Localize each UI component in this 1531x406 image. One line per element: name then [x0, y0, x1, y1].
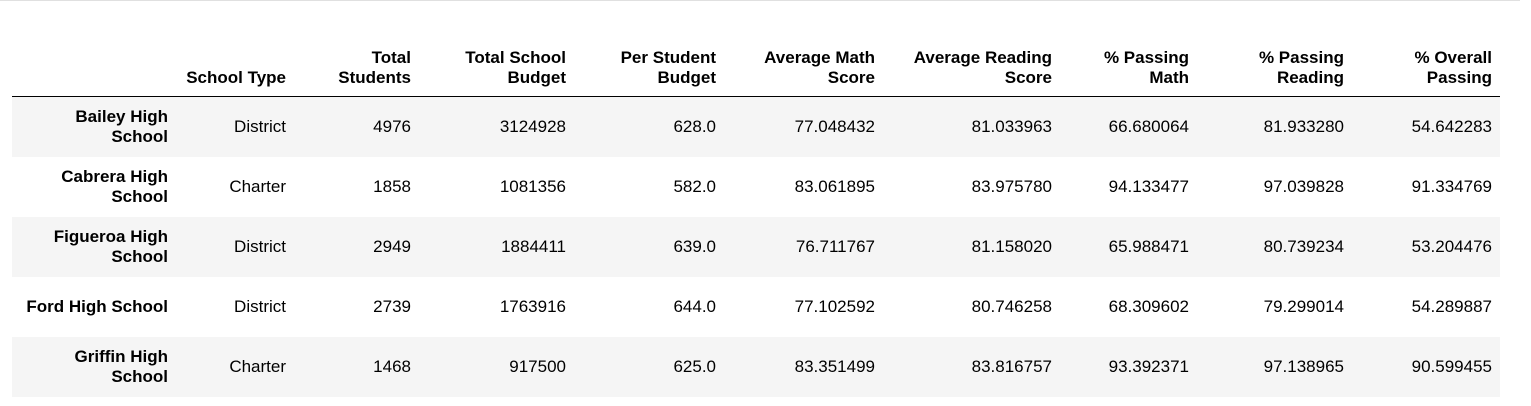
- header-average-reading-score: Average Reading Score: [883, 34, 1060, 97]
- cell-pct-passing-reading: 80.739234: [1263, 236, 1344, 256]
- cell-pct-passing-math: 93.392371: [1108, 356, 1189, 376]
- output-cell-top-rule: [0, 0, 1520, 1]
- cell-average-reading-score: 81.033963: [971, 116, 1052, 136]
- header-pct-passing-math: % Passing Math: [1060, 34, 1197, 97]
- table-header: School Type Total Students Total School …: [12, 34, 1500, 97]
- cell-total-school-budget: 1884411: [501, 236, 566, 256]
- cell-total-school-budget: 3124928: [499, 116, 566, 136]
- school-summary-table: School Type Total Students Total School …: [12, 34, 1500, 397]
- cell-total-school-budget: 1763916: [499, 296, 566, 316]
- cell-pct-overall-passing: 90.599455: [1411, 356, 1492, 376]
- cell-total-students: 2949: [373, 236, 411, 256]
- table-row: Cabrera High School Charter 1858 1081356…: [12, 156, 1500, 217]
- row-school-name: Ford High School: [26, 296, 168, 316]
- cell-average-reading-score: 80.746258: [971, 296, 1052, 316]
- table-row: Griffin High School Charter 1468 917500 …: [12, 336, 1500, 397]
- row-school-name: Bailey High School: [75, 106, 168, 146]
- cell-pct-passing-reading: 97.039828: [1263, 176, 1344, 196]
- header-total-students: Total Students: [294, 34, 419, 97]
- cell-average-math-score: 76.711767: [795, 236, 875, 256]
- table-body: Bailey High School District 4976 3124928…: [12, 96, 1500, 397]
- cell-per-student-budget: 625.0: [673, 356, 716, 376]
- cell-pct-passing-reading: 79.299014: [1263, 296, 1344, 316]
- cell-total-school-budget: 917500: [509, 356, 566, 376]
- cell-school-type: District: [234, 236, 286, 256]
- header-total-school-budget: Total School Budget: [419, 34, 574, 97]
- header-school-type: School Type: [176, 34, 294, 97]
- cell-pct-passing-math: 94.133477: [1108, 176, 1189, 196]
- row-school-name: Cabrera High School: [61, 166, 168, 206]
- header-average-math-score: Average Math Score: [724, 34, 883, 97]
- cell-average-math-score: 77.102592: [794, 296, 875, 316]
- cell-average-reading-score: 83.975780: [971, 176, 1052, 196]
- cell-total-students: 1858: [373, 176, 411, 196]
- cell-school-type: District: [234, 116, 286, 136]
- cell-average-reading-score: 81.158020: [971, 236, 1052, 256]
- cell-pct-passing-math: 68.309602: [1108, 296, 1189, 316]
- table-row: Bailey High School District 4976 3124928…: [12, 96, 1500, 157]
- cell-per-student-budget: 639.0: [673, 236, 716, 256]
- cell-pct-overall-passing: 54.289887: [1411, 296, 1492, 316]
- cell-per-student-budget: 644.0: [673, 296, 716, 316]
- cell-pct-passing-math: 65.988471: [1108, 236, 1189, 256]
- table-row: Ford High School District 2739 1763916 6…: [12, 276, 1500, 337]
- row-school-name: Figueroa High School: [53, 226, 168, 266]
- cell-total-school-budget: 1081356: [499, 176, 566, 196]
- cell-average-reading-score: 83.816757: [971, 356, 1052, 376]
- cell-school-type: Charter: [229, 176, 286, 196]
- cell-average-math-score: 83.351499: [794, 356, 875, 376]
- cell-per-student-budget: 582.0: [673, 176, 716, 196]
- header-index: [12, 34, 176, 97]
- cell-school-type: District: [234, 296, 286, 316]
- cell-total-students: 2739: [373, 296, 411, 316]
- cell-pct-passing-math: 66.680064: [1108, 116, 1189, 136]
- cell-pct-overall-passing: 54.642283: [1411, 116, 1492, 136]
- cell-pct-overall-passing: 53.204476: [1411, 236, 1492, 256]
- header-pct-passing-reading: % Passing Reading: [1197, 34, 1352, 97]
- cell-school-type: Charter: [229, 356, 286, 376]
- header-row: School Type Total Students Total School …: [12, 34, 1500, 97]
- row-school-name: Griffin High School: [74, 346, 168, 386]
- cell-total-students: 4976: [373, 116, 411, 136]
- header-per-student-budget: Per Student Budget: [574, 34, 724, 97]
- cell-pct-overall-passing: 91.334769: [1411, 176, 1492, 196]
- table-row: Figueroa High School District 2949 18844…: [12, 216, 1500, 277]
- cell-average-math-score: 83.061895: [794, 176, 875, 196]
- cell-per-student-budget: 628.0: [673, 116, 716, 136]
- cell-total-students: 1468: [373, 356, 411, 376]
- cell-average-math-score: 77.048432: [794, 116, 875, 136]
- cell-pct-passing-reading: 97.138965: [1263, 356, 1344, 376]
- cell-pct-passing-reading: 81.933280: [1263, 116, 1344, 136]
- header-pct-overall-passing: % Overall Passing: [1352, 34, 1500, 97]
